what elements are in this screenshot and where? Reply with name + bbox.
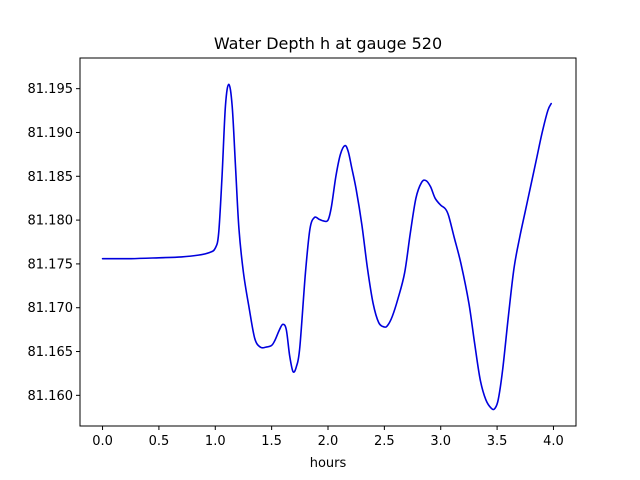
x-axis-label: hours: [310, 456, 347, 471]
y-tick-label: 81.180: [28, 214, 74, 229]
y-tick-label: 81.160: [28, 389, 74, 404]
x-tick-label: 1.5: [261, 434, 282, 449]
x-tick-label: 1.0: [205, 434, 226, 449]
x-tick-label: 0.0: [92, 434, 113, 449]
series-layer: [101, 83, 552, 411]
y-tick-label: 81.185: [28, 170, 74, 185]
y-tick-label: 81.170: [28, 301, 74, 316]
y-tick-label: 81.175: [28, 257, 74, 272]
x-tick-label: 2.0: [318, 434, 339, 449]
chart-title: Water Depth h at gauge 520: [214, 34, 442, 53]
y-tick-label: 81.190: [28, 126, 74, 141]
y-axis: 81.160 81.165 81.170 81.175 81.180 81.185 81.1…: [28, 82, 80, 404]
y-tick-label: 81.195: [28, 82, 74, 97]
x-tick-label: 3.5: [487, 434, 508, 449]
y-tick-label: 81.165: [28, 345, 74, 360]
plot-area: [80, 58, 576, 426]
x-axis: 0.0 0.5 1.0 1.5 2.0 2.5 3.0 3.5 4.0: [92, 426, 564, 449]
x-tick-label: 2.5: [374, 434, 395, 449]
x-tick-label: 3.0: [430, 434, 451, 449]
series-line: [101, 83, 552, 411]
x-tick-label: 0.5: [149, 434, 170, 449]
x-tick-label: 4.0: [543, 434, 564, 449]
